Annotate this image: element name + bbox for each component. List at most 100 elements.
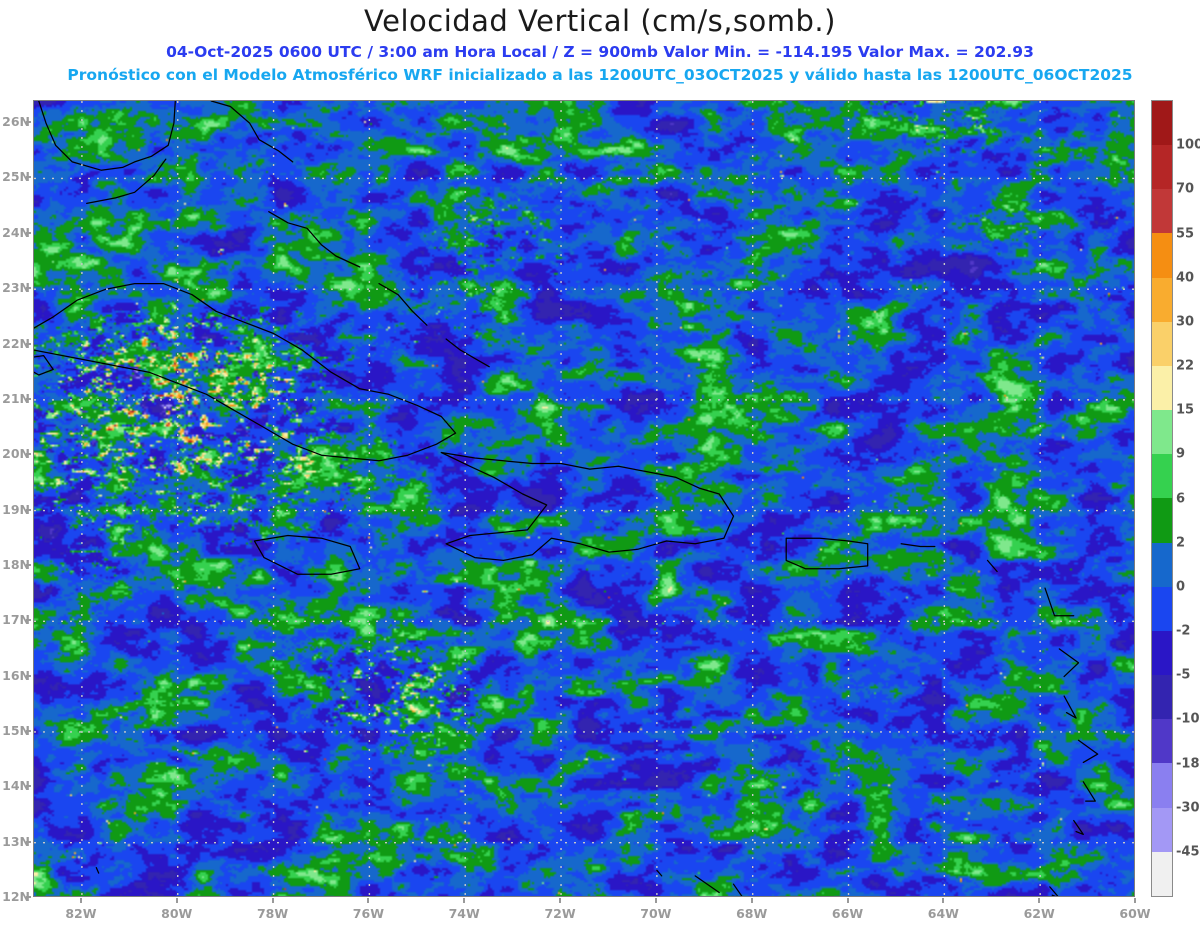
lat-tick-label: 24N — [2, 224, 30, 240]
colorbar-band — [1152, 410, 1172, 455]
lat-tick-mark — [26, 231, 31, 234]
lon-tick-mark — [79, 898, 82, 903]
lon-tick-mark — [942, 898, 945, 903]
colorbar-tick-label: 30 — [1176, 314, 1195, 330]
coastline — [38, 101, 176, 171]
coastline — [34, 354, 54, 376]
coastline — [986, 559, 998, 573]
lon-tick-mark — [1134, 898, 1136, 903]
colorbar-tick-label: -18 — [1176, 756, 1200, 771]
colorbar-tick-label: 22 — [1176, 358, 1195, 374]
coastline — [785, 537, 869, 570]
lon-tick-label: 66W — [831, 906, 864, 921]
coastline — [268, 211, 361, 268]
coastline — [1049, 886, 1059, 896]
lon-tick-mark — [175, 898, 178, 903]
colorbar-tick-label: 6 — [1176, 491, 1186, 506]
coastline — [440, 451, 735, 562]
lon-tick-label: 80W — [161, 906, 193, 921]
vertical-velocity-shading — [34, 101, 1134, 896]
model-info-line: Pronóstico con el Modelo Atmosférico WRF… — [67, 66, 1133, 84]
colorbar-band — [1152, 101, 1172, 146]
lat-tick-mark — [26, 674, 31, 677]
colorbar-band — [1152, 675, 1172, 720]
lon-tick-label: 64W — [927, 906, 959, 921]
lon-tick-label: 78W — [256, 906, 289, 921]
lat-tick-mark — [26, 840, 31, 843]
colorbar-band — [1152, 277, 1172, 322]
lat-tick-mark — [26, 619, 31, 622]
lat-tick-mark — [26, 508, 31, 511]
lon-tick-mark — [654, 898, 657, 903]
coastline — [732, 883, 743, 896]
colorbar-tick-label: 15 — [1176, 402, 1195, 418]
lon-tick-label: 60W — [1119, 906, 1151, 921]
colorbar-band — [1152, 189, 1172, 234]
colorbar-band — [1152, 498, 1172, 543]
colorbar-tick-label: -5 — [1176, 667, 1191, 683]
coastline-overlay — [34, 101, 1099, 896]
lat-tick-mark — [26, 397, 31, 400]
lat-tick-mark — [26, 729, 31, 732]
lat-tick-mark — [26, 563, 31, 566]
lon-tick-mark — [750, 898, 753, 903]
coastline — [900, 543, 936, 548]
lon-tick-mark — [559, 898, 562, 903]
colorbar-band — [1152, 763, 1172, 808]
lat-tick-label: 23N — [2, 280, 30, 296]
colorbar-band — [1152, 365, 1172, 411]
lon-tick-label: 76W — [352, 906, 384, 921]
coastline — [1063, 695, 1077, 719]
coastline — [34, 282, 457, 462]
forecast-info-line: 04-Oct-2025 0600 UTC / 3:00 am Hora Loca… — [166, 43, 1034, 61]
gridline-overlay — [34, 101, 1134, 896]
lon-tick-label: 68W — [736, 906, 768, 921]
colorbar-band — [1152, 630, 1172, 676]
coastline — [253, 534, 361, 575]
lat-tick-label: 14N — [2, 778, 30, 794]
coastline — [1073, 819, 1084, 836]
lat-tick-label: 18N — [2, 556, 30, 572]
colorbar-tick-label: 0 — [1176, 579, 1186, 595]
lat-tick-label: 12N — [2, 889, 30, 904]
coastline — [656, 869, 663, 877]
lon-tick-mark — [846, 898, 849, 903]
coastline — [1082, 781, 1096, 802]
lat-tick-mark — [26, 176, 31, 179]
colorbar-tick-label: -30 — [1176, 800, 1200, 816]
lon-tick-mark — [1038, 898, 1041, 903]
coastline — [694, 875, 720, 894]
lon-tick-mark — [463, 898, 466, 903]
lat-tick-label: 21N — [2, 390, 30, 406]
page-title: Velocidad Vertical (cm/s,somb.) — [364, 4, 836, 38]
coastline — [1077, 739, 1099, 764]
lat-tick-mark — [26, 342, 31, 345]
colorbar-tick-label: 9 — [1176, 446, 1186, 462]
shading-canvas — [34, 101, 1134, 896]
lat-tick-mark — [26, 287, 31, 290]
lat-tick-label: 22N — [2, 335, 30, 351]
lon-tick-label: 62W — [1023, 906, 1055, 921]
lat-tick-label: 26N — [2, 114, 30, 130]
lat-tick-mark — [26, 453, 31, 456]
colorbar-band — [1152, 542, 1172, 587]
colorbar-band — [1152, 851, 1172, 896]
colorbar-band — [1152, 145, 1172, 190]
colorbar[interactable] — [1151, 100, 1173, 897]
map-plot-area[interactable]: Sis π - ONAMET/REP.DOM. — [33, 100, 1135, 897]
lat-tick-mark — [26, 896, 31, 898]
coastline — [1044, 587, 1075, 617]
coastline — [86, 158, 167, 205]
colorbar-band — [1152, 454, 1172, 499]
colorbar-band — [1152, 719, 1172, 764]
lat-tick-label: 25N — [2, 169, 30, 185]
lat-tick-label: 20N — [2, 446, 30, 462]
coastline — [1058, 648, 1080, 678]
lon-tick-label: 70W — [640, 906, 672, 921]
colorbar-band — [1152, 233, 1172, 278]
colorbar-tick-label: 2 — [1176, 535, 1186, 551]
lon-tick-mark — [367, 898, 370, 903]
lat-tick-label: 17N — [2, 612, 30, 628]
lat-tick-label: 13N — [2, 833, 30, 849]
